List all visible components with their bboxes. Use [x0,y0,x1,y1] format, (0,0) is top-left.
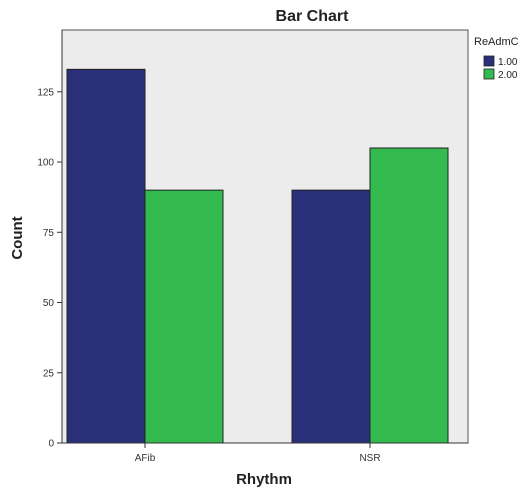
legend-label-series-1: 1.00 [498,57,518,68]
legend-swatch-series-1 [483,55,495,67]
chart-title: Bar Chart [276,8,350,25]
x-tick-label-afib: AFib [135,453,156,464]
x-tick-label-nsr: NSR [359,453,380,464]
legend-title: ReAdmC [474,36,519,48]
legend-items: 1.00 2.00 [483,55,518,81]
bar-afib-series-2 [144,189,224,444]
y-tick-label: 100 [37,158,54,169]
y-tick-label: 75 [43,228,55,239]
y-axis-title: Count [9,216,26,259]
legend-swatch-series-2 [483,68,495,80]
y-tick-label: 0 [48,439,54,450]
bar-afib-series-1 [66,68,146,444]
bars-layer [66,68,449,444]
bar-nsr-series-1 [291,189,371,444]
y-tick-label: 25 [43,368,55,379]
y-tick-label: 50 [43,298,55,309]
bar-nsr-series-2 [369,147,449,444]
legend: ReAdmC 1.00 2.00 [474,36,519,81]
axes-layer: 0 25 50 75 100 125 AFib NSR [37,30,468,464]
y-tick-label: 125 [37,87,54,98]
legend-label-series-2: 2.00 [498,70,518,81]
x-axis-title: Rhythm [236,471,292,488]
